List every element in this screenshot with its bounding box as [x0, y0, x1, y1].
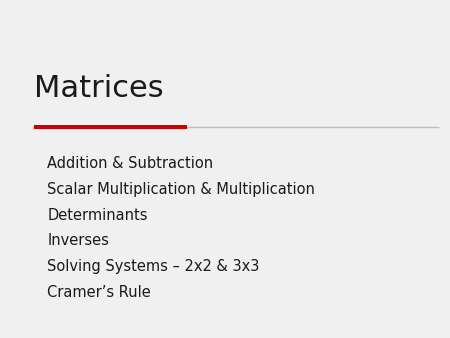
Text: Scalar Multiplication & Multiplication: Scalar Multiplication & Multiplication	[47, 182, 315, 197]
Text: Matrices: Matrices	[34, 74, 163, 103]
Text: Inverses: Inverses	[47, 234, 109, 248]
Text: Determinants: Determinants	[47, 208, 148, 223]
Text: Addition & Subtraction: Addition & Subtraction	[47, 156, 213, 171]
Text: Cramer’s Rule: Cramer’s Rule	[47, 285, 151, 300]
Text: Solving Systems – 2x2 & 3x3: Solving Systems – 2x2 & 3x3	[47, 259, 260, 274]
